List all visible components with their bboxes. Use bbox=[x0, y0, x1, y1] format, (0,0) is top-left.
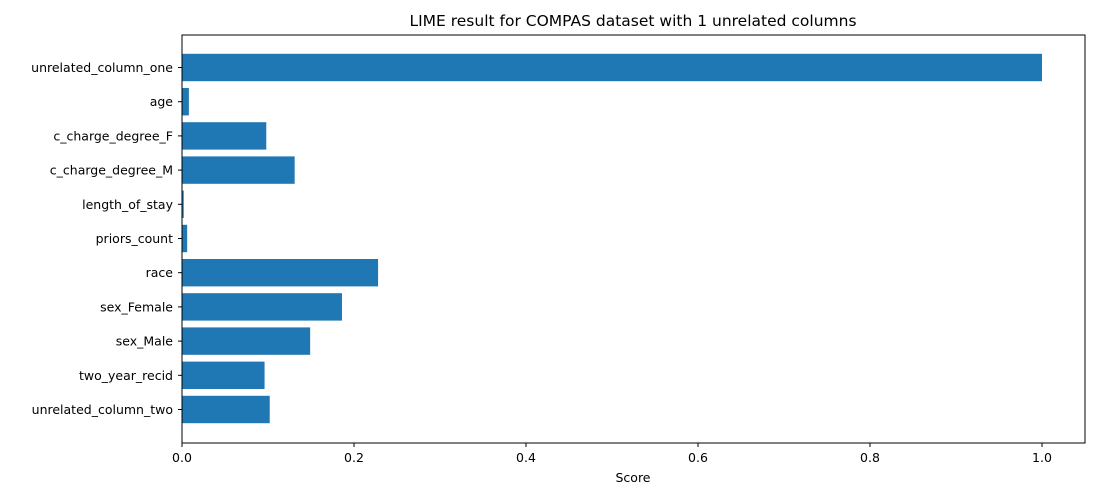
y-tick-label: age bbox=[150, 94, 174, 109]
bars-group bbox=[182, 53, 1042, 424]
bar bbox=[182, 122, 267, 150]
y-tick-label: sex_Male bbox=[116, 334, 174, 349]
chart-title: LIME result for COMPAS dataset with 1 un… bbox=[409, 12, 856, 30]
bar bbox=[182, 259, 379, 287]
bar bbox=[182, 190, 184, 218]
y-tick-label: length_of_stay bbox=[82, 197, 173, 212]
bar bbox=[182, 395, 270, 424]
x-tick-label: 1.0 bbox=[1032, 450, 1052, 465]
y-tick-label: c_charge_degree_M bbox=[50, 163, 173, 178]
x-axis-label: Score bbox=[615, 470, 650, 485]
bar bbox=[182, 224, 188, 253]
x-tick-label: 0.4 bbox=[516, 450, 536, 465]
x-tick-label: 0.0 bbox=[172, 450, 192, 465]
x-axis-ticks: 0.0 0.2 0.4 0.6 0.8 1.0 bbox=[172, 443, 1052, 465]
x-tick-label: 0.8 bbox=[860, 450, 880, 465]
bar bbox=[182, 88, 189, 116]
y-tick-label: two_year_recid bbox=[79, 368, 173, 383]
y-tick-label: unrelated_column_one bbox=[31, 60, 173, 75]
y-tick-label: sex_Female bbox=[100, 299, 173, 314]
y-tick-label: c_charge_degree_F bbox=[53, 128, 173, 143]
y-tick-label: priors_count bbox=[96, 231, 173, 246]
bar bbox=[182, 293, 342, 321]
plot-frame bbox=[181, 34, 1086, 444]
bar bbox=[182, 327, 311, 355]
y-tick-label: race bbox=[146, 265, 174, 280]
x-tick-label: 0.2 bbox=[344, 450, 364, 465]
y-tick-label: unrelated_column_two bbox=[32, 402, 173, 417]
bar bbox=[182, 361, 265, 389]
x-tick-label: 0.6 bbox=[688, 450, 708, 465]
bar bbox=[182, 156, 295, 184]
bar bbox=[182, 53, 1042, 82]
